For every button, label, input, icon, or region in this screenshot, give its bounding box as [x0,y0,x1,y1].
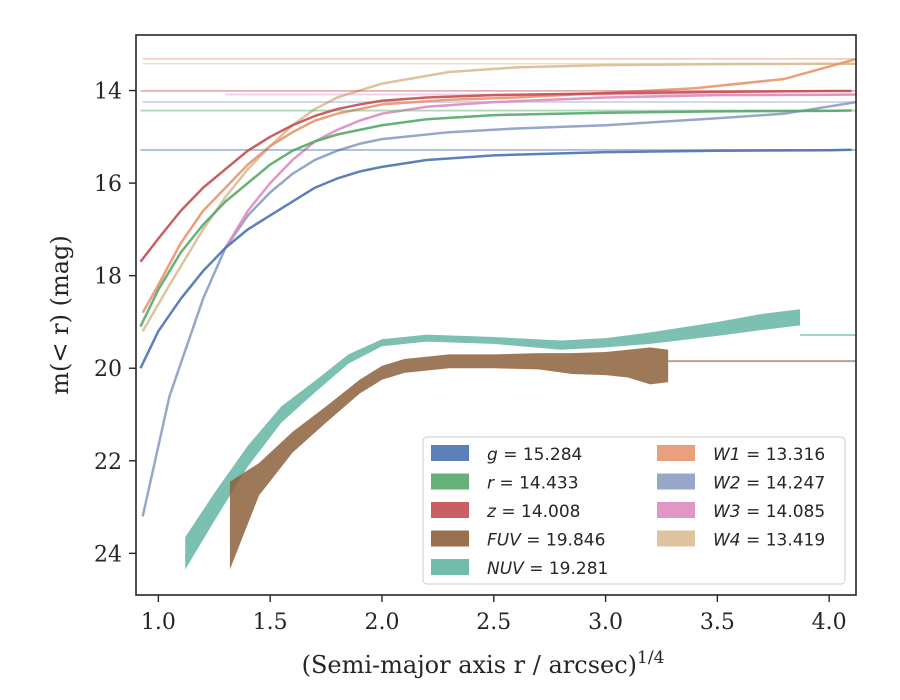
legend-swatch-g [431,445,469,461]
x-tick-label: 3.5 [700,610,735,635]
legend-label-w1: W1 = 13.316 [713,445,825,465]
series-line-w4 [141,62,856,332]
legend-label-nuv: NUV = 19.281 [487,559,608,579]
x-tick-label: 2.0 [364,610,399,635]
plot-frame [135,34,857,596]
y-tick-label: 22 [94,450,122,475]
legend-swatch-nuv [431,559,469,575]
legend-label-w3: W3 = 14.085 [713,502,825,522]
series-line-r [139,109,852,328]
y-tick-label: 24 [94,542,122,567]
x-tick-label: 1.5 [253,610,288,635]
legend-label-g: g = 15.284 [487,445,582,465]
legend-label-z: z = 14.008 [486,502,580,522]
y-tick-label: 18 [94,265,122,290]
series-line-z [139,89,852,263]
legend-swatch-w4 [657,530,695,547]
legend-swatch-w3 [657,502,695,518]
legend-swatch-z [431,502,469,518]
legend-label-r: r = 14.433 [487,474,579,494]
series-line-w1 [141,57,856,314]
y-tick-label: 14 [94,80,122,105]
x-tick-label: 3.0 [588,610,623,635]
series-line-w2 [141,100,856,517]
legend-swatch-fuv [431,530,469,547]
x-tick-label: 4.0 [812,610,847,635]
legend-label-fuv: FUV = 19.846 [487,531,605,551]
series-line-w3 [224,93,856,249]
legend-swatch-r [431,473,469,490]
legend: g = 15.284 r = 14.433 z = 14.008 FUV = 19.8… [422,436,846,585]
x-tick-label: 2.5 [476,610,511,635]
x-axis-label: (Semi-major axis r / arcsec)1/4 [302,648,665,679]
legend-box [422,436,846,585]
legend-label-w4: W4 = 13.419 [713,531,825,551]
legend-swatch-w1 [657,445,695,461]
legend-swatch-w2 [657,473,695,490]
x-tick-label: 1.0 [141,610,176,635]
series-band-fuv [229,347,669,570]
legend-label-w2: W2 = 14.247 [713,474,825,494]
series-line-g [139,148,852,369]
y-axis-label: m(< r) (mag) [46,235,74,394]
y-tick-label: 20 [94,357,122,382]
y-tick-label: 16 [94,172,122,197]
